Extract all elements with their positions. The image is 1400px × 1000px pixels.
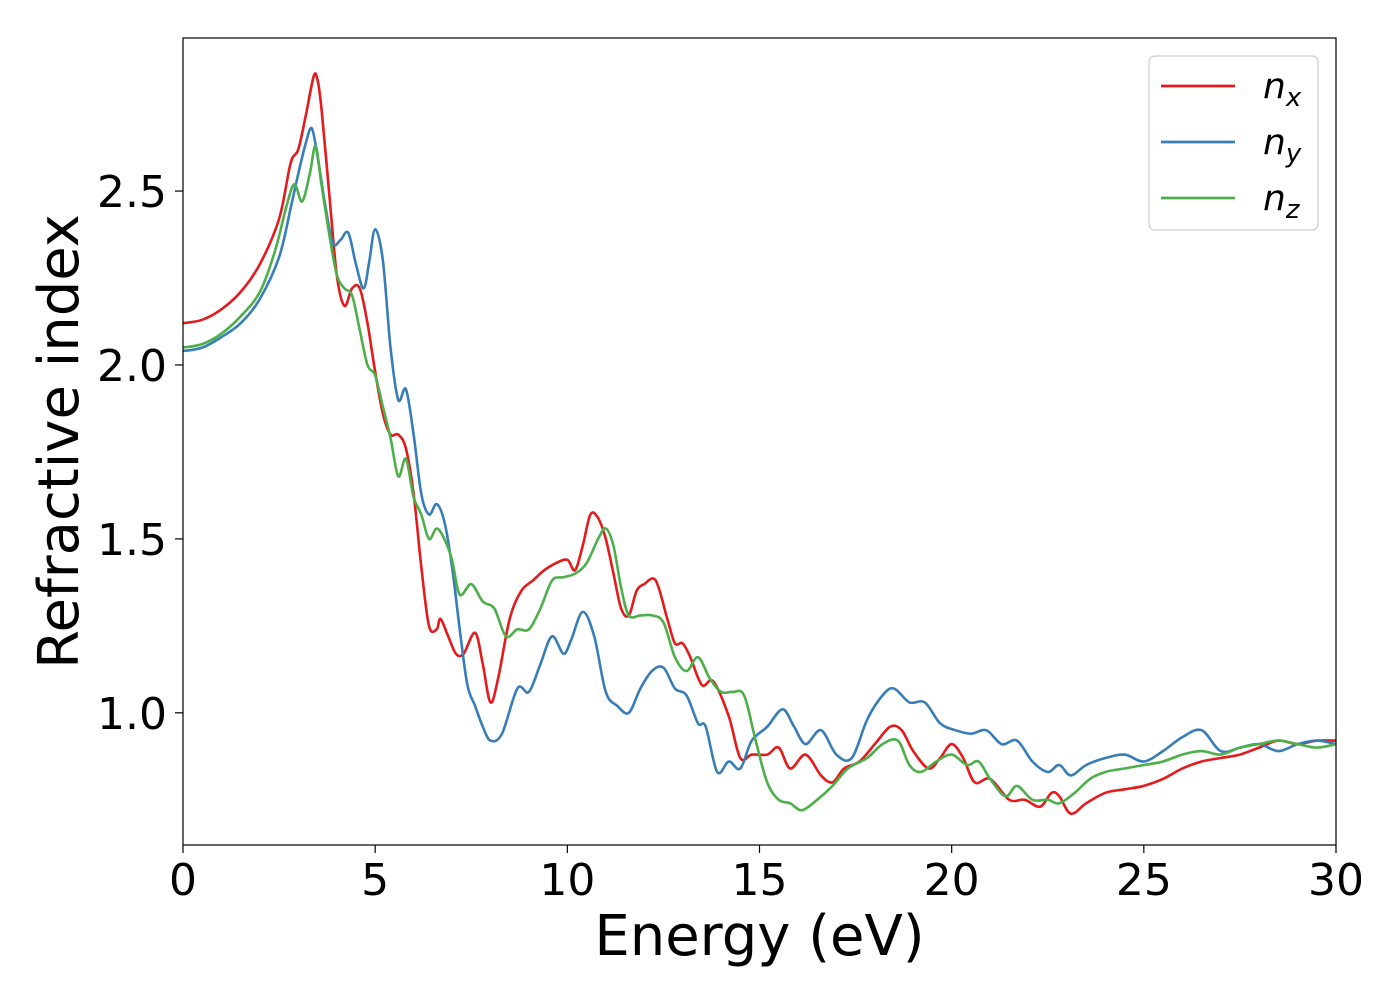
y-tick-label: 2.0 [97, 341, 167, 392]
y-axis-title: Refractive index [27, 214, 92, 669]
plot-lines [183, 72, 1336, 816]
legend-label: nx [1263, 66, 1302, 113]
legend: nx ny nz [1148, 55, 1319, 231]
x-tick-label: 20 [924, 855, 980, 906]
y-tick-label: 2.5 [97, 167, 167, 218]
y-tick-label: 1.5 [97, 515, 167, 566]
x-tick-label: 25 [1116, 855, 1172, 906]
x-tick-label: 0 [169, 855, 197, 906]
y-tick-label: 1.0 [97, 689, 167, 740]
series-line-nz [183, 144, 1336, 812]
series-line-nx [183, 72, 1336, 816]
y-axis: 1.0 1.5 2.0 2.5 [97, 167, 183, 740]
x-tick-label: 30 [1308, 855, 1364, 906]
legend-label: ny [1263, 122, 1302, 169]
x-axis-title: Energy (eV) [594, 904, 924, 969]
x-tick-label: 5 [361, 855, 389, 906]
x-axis: 0 5 10 15 20 25 30 [169, 845, 1364, 906]
x-tick-label: 15 [732, 855, 788, 906]
x-tick-label: 10 [539, 855, 595, 906]
series-line-ny [183, 126, 1336, 777]
legend-label: nz [1263, 178, 1301, 225]
